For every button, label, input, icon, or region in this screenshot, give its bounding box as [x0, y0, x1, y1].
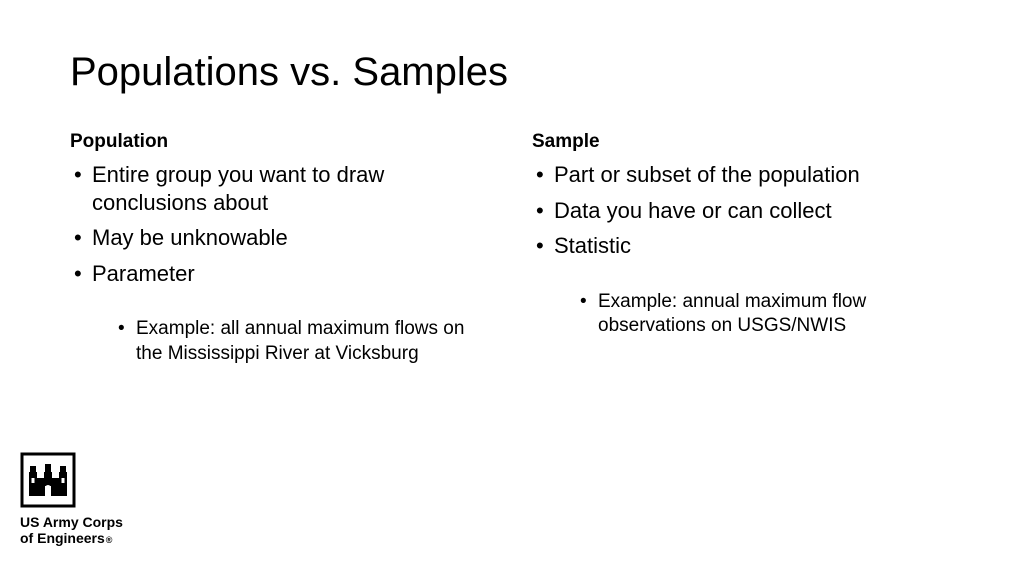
column-heading: Sample [532, 131, 954, 153]
bullet-item: Statistic [532, 232, 954, 260]
bullet-item: May be unknowable [70, 224, 492, 252]
usace-castle-icon [20, 452, 76, 508]
bullet-item: Part or subset of the population [532, 161, 954, 189]
example-list: Example: all annual maximum flows on the… [70, 317, 492, 366]
registered-mark: ® [106, 535, 113, 545]
usace-logo-block: US Army Corps of Engineers® [20, 452, 150, 546]
bullet-item: Data you have or can collect [532, 197, 954, 225]
column-sample: Sample Part or subset of the population … [532, 131, 954, 366]
example-item: Example: all annual maximum flows on the… [118, 317, 492, 366]
column-population: Population Entire group you want to draw… [70, 131, 492, 366]
example-list: Example: annual maximum flow observation… [532, 290, 954, 339]
logo-line-1: US Army Corps [20, 514, 123, 530]
bullet-list: Part or subset of the population Data yo… [532, 161, 954, 260]
logo-line-2: of Engineers [20, 530, 105, 546]
slide-content: Populations vs. Samples Population Entir… [0, 0, 1024, 576]
bullet-list: Entire group you want to draw conclusion… [70, 161, 492, 287]
bullet-item: Parameter [70, 260, 492, 288]
two-column-layout: Population Entire group you want to draw… [70, 131, 954, 366]
logo-text: US Army Corps of Engineers® [20, 514, 150, 546]
column-heading: Population [70, 131, 492, 153]
example-item: Example: annual maximum flow observation… [580, 290, 954, 339]
slide-title: Populations vs. Samples [70, 50, 954, 95]
bullet-item: Entire group you want to draw conclusion… [70, 161, 492, 216]
